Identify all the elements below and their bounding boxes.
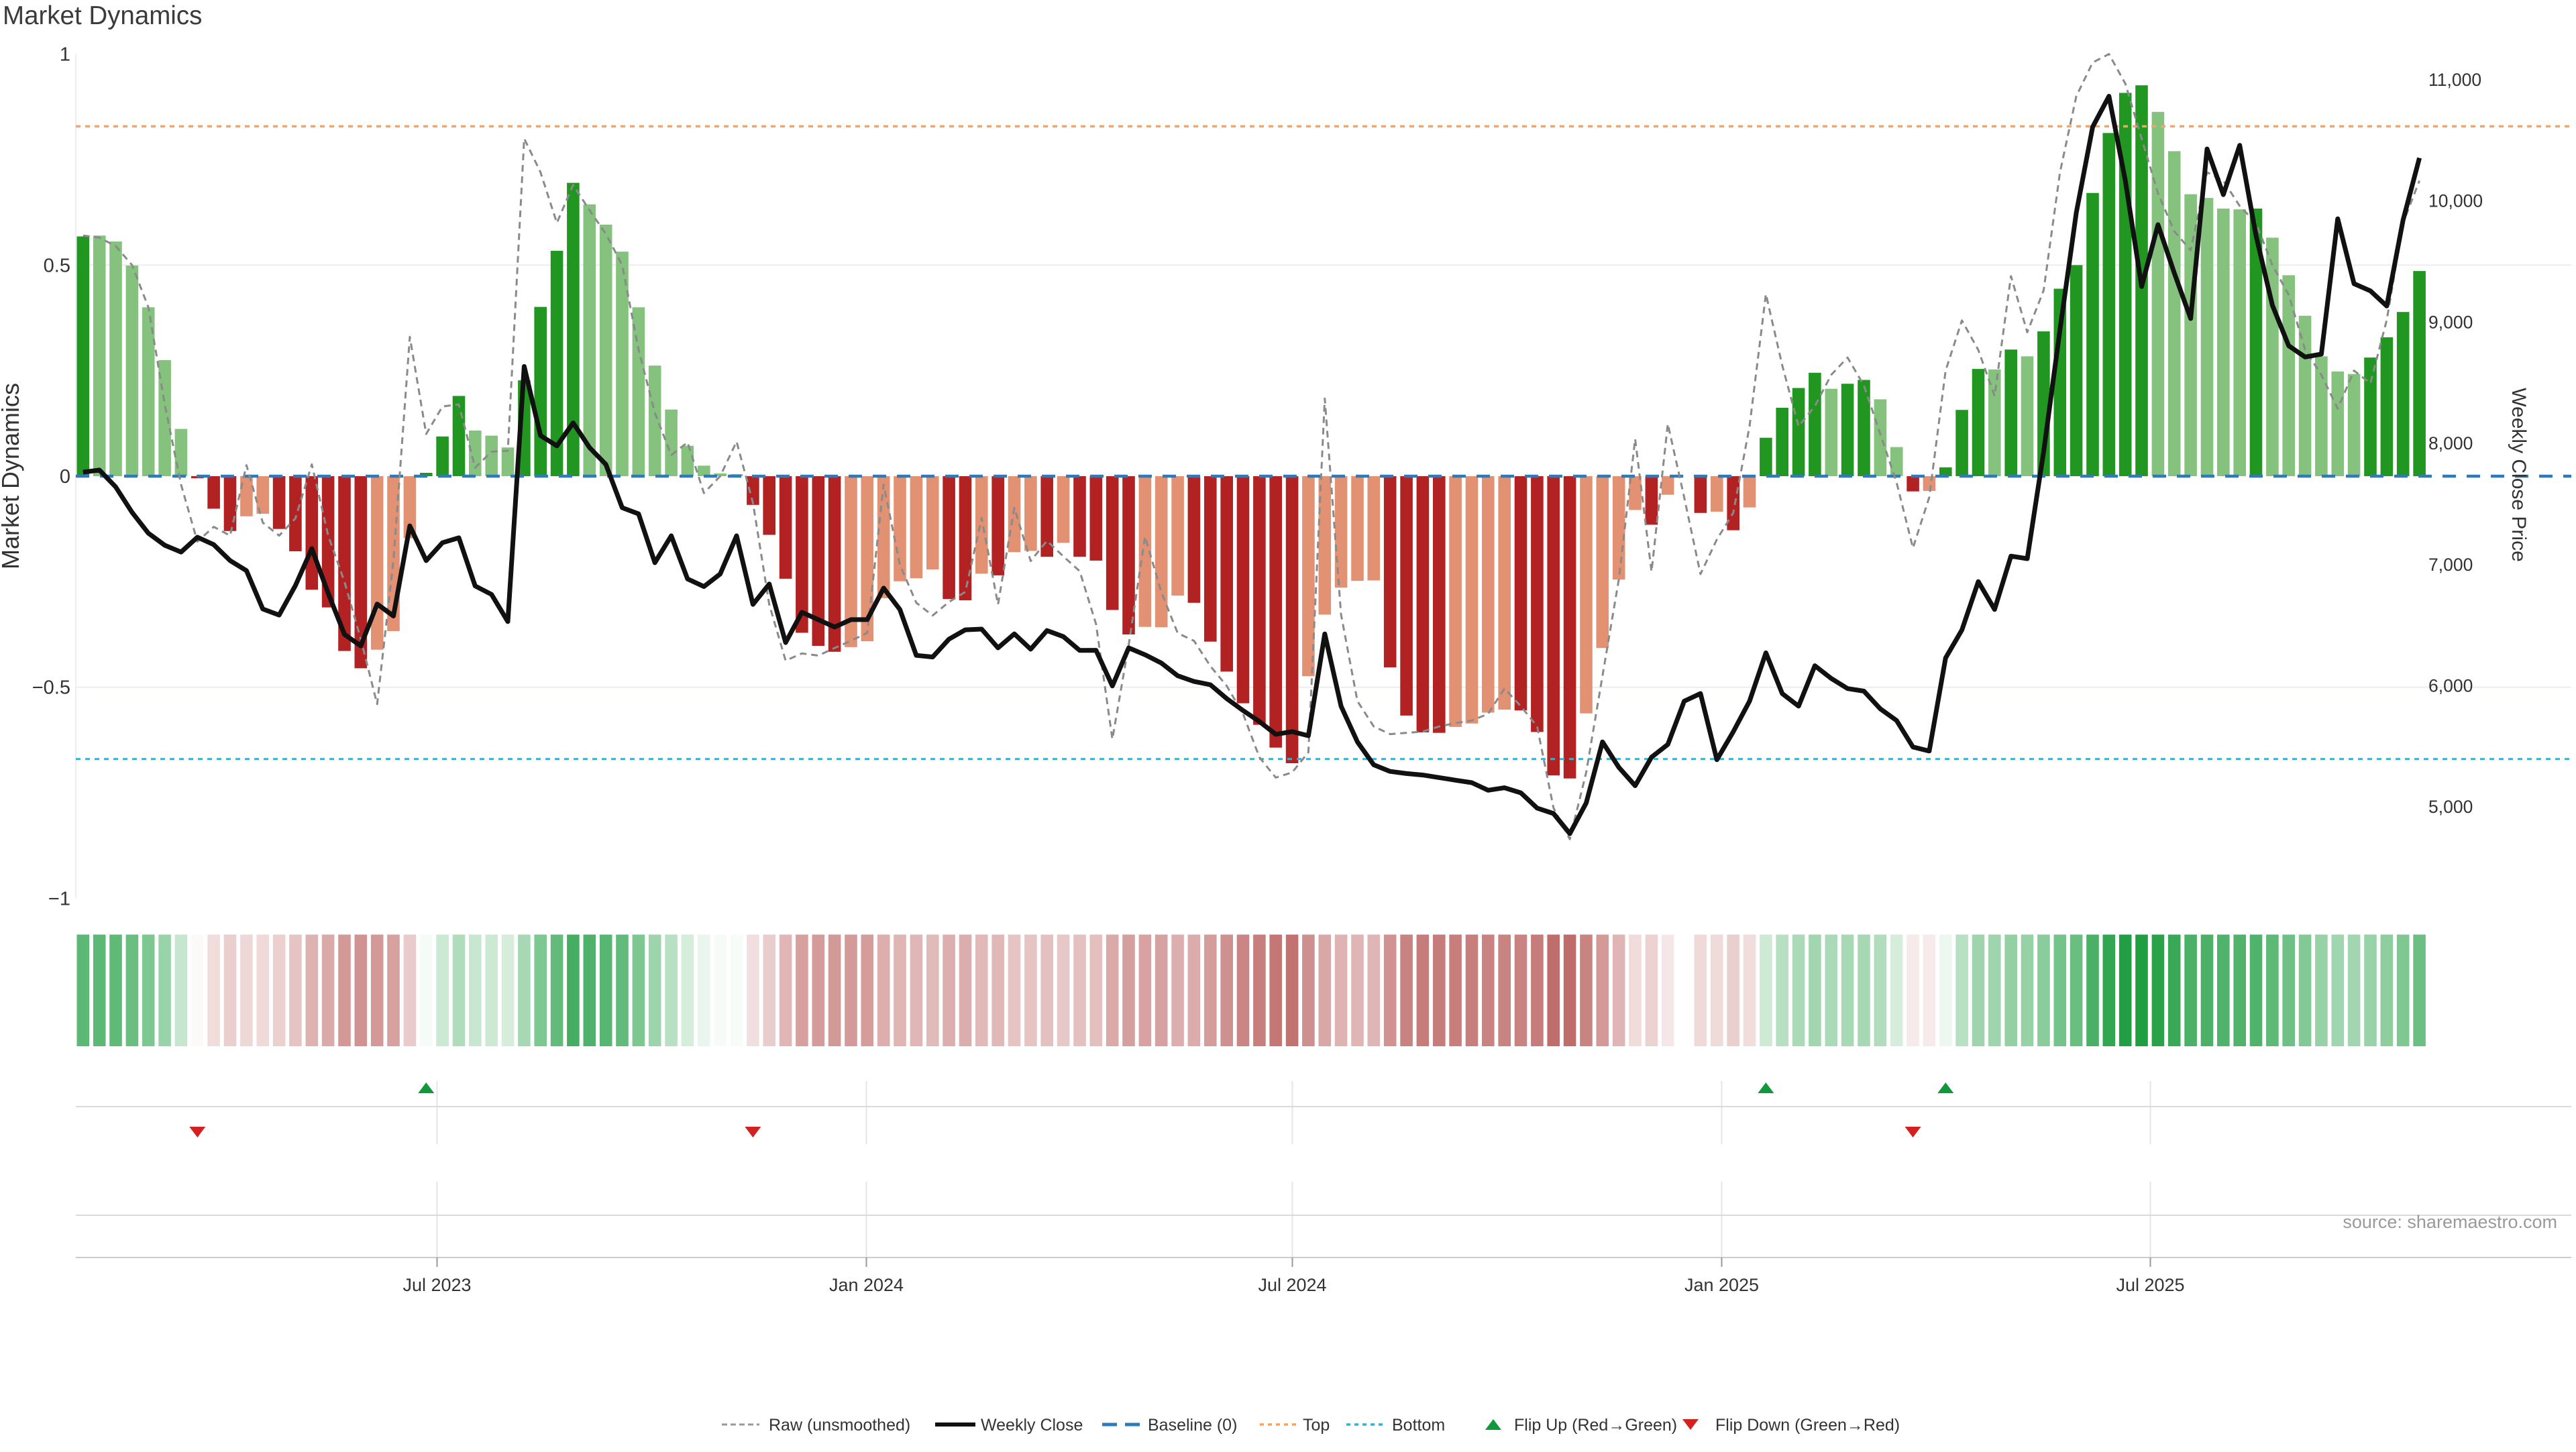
- svg-text:Jan 2025: Jan 2025: [1684, 1275, 1759, 1295]
- svg-text:7,000: 7,000: [2428, 555, 2473, 575]
- svg-text:9,000: 9,000: [2428, 312, 2473, 332]
- svg-text:6,000: 6,000: [2428, 676, 2473, 696]
- svg-text:11,000: 11,000: [2428, 70, 2481, 90]
- svg-text:0.5: 0.5: [44, 255, 70, 276]
- svg-text:Market Dynamics: Market Dynamics: [0, 383, 24, 569]
- svg-text:10,000: 10,000: [2428, 191, 2483, 211]
- svg-text:Market Dynamics: Market Dynamics: [3, 1, 202, 30]
- svg-text:Jul 2024: Jul 2024: [1258, 1275, 1326, 1295]
- svg-text:Flip Up (Red→Green): Flip Up (Red→Green): [1514, 1416, 1677, 1435]
- svg-text:5,000: 5,000: [2428, 797, 2473, 817]
- svg-text:Top: Top: [1303, 1416, 1330, 1435]
- svg-text:Jul 2023: Jul 2023: [402, 1275, 471, 1295]
- svg-text:Weekly Close Price: Weekly Close Price: [2508, 388, 2530, 562]
- svg-text:source: sharemaestro.com: source: sharemaestro.com: [2343, 1212, 2557, 1232]
- svg-text:8,000: 8,000: [2428, 433, 2473, 453]
- svg-text:Raw (unsmoothed): Raw (unsmoothed): [769, 1416, 910, 1435]
- svg-text:Weekly Close: Weekly Close: [981, 1416, 1083, 1435]
- svg-text:Bottom: Bottom: [1392, 1416, 1445, 1435]
- svg-text:−1: −1: [48, 888, 70, 909]
- svg-text:Jan 2024: Jan 2024: [829, 1275, 904, 1295]
- svg-text:1: 1: [60, 44, 70, 66]
- svg-text:Baseline (0): Baseline (0): [1148, 1416, 1237, 1435]
- svg-text:Jul 2025: Jul 2025: [2116, 1275, 2184, 1295]
- svg-text:−0.5: −0.5: [32, 677, 70, 699]
- svg-text:0: 0: [60, 466, 70, 488]
- svg-text:Flip Down (Green→Red): Flip Down (Green→Red): [1715, 1416, 1900, 1435]
